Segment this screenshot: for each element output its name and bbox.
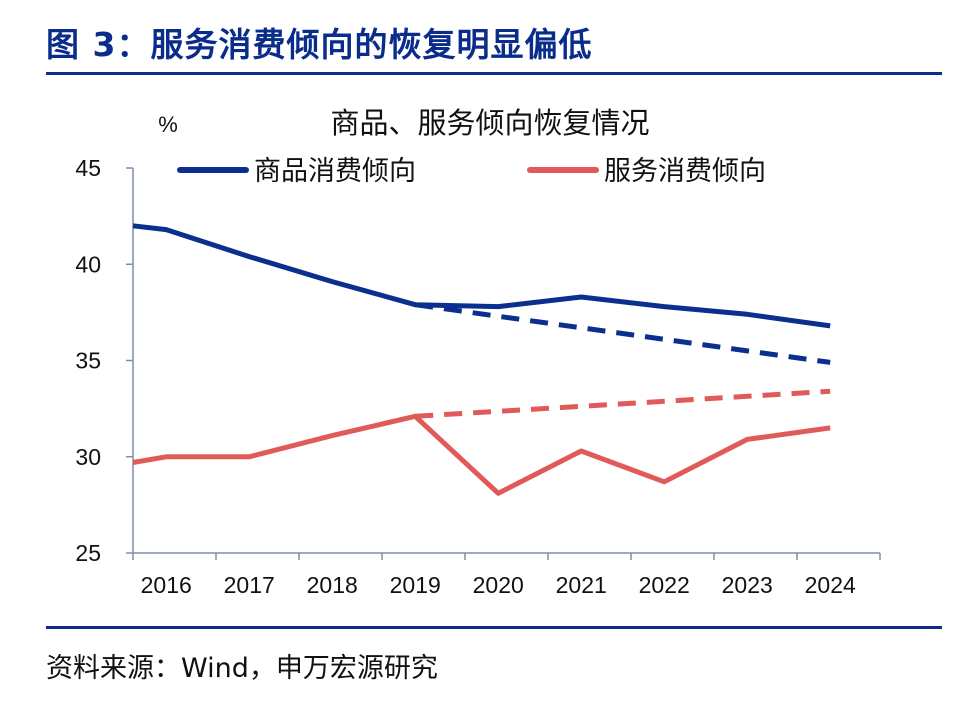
y-axis-unit: %	[158, 112, 178, 137]
x-tick-label: 2017	[224, 572, 275, 598]
source-note: 资料来源：Wind，申万宏源研究	[46, 653, 438, 684]
series-lines	[132, 223, 831, 496]
trend-line-1	[414, 302, 831, 365]
x-tick-label: 2024	[805, 572, 856, 598]
x-tick-label: 2021	[556, 572, 607, 598]
y-tick-label: 30	[75, 444, 101, 470]
y-tick-label: 35	[75, 348, 101, 374]
trend-line-3	[415, 388, 831, 419]
y-tick-label: 25	[75, 540, 101, 566]
series-line-2	[132, 413, 831, 496]
y-tick-label: 40	[75, 251, 101, 277]
chart-title: 商品、服务倾向恢复情况	[330, 107, 649, 140]
y-tick-label: 45	[75, 155, 101, 181]
x-tick-label: 2019	[390, 572, 441, 598]
source-rule	[46, 626, 942, 629]
series-line-0	[132, 223, 831, 329]
x-tick-label: 2016	[141, 572, 192, 598]
figure-title: 图 3：服务消费倾向的恢复明显偏低	[46, 25, 593, 64]
title-rule	[46, 72, 942, 75]
legend-label: 服务消费倾向	[604, 156, 766, 186]
x-tick-labels: 2016 2017 2018 2019 2020 2021 2022 2023 2024	[141, 572, 856, 598]
x-tick-label: 2022	[639, 572, 690, 598]
x-tick-label: 2018	[307, 572, 358, 598]
legend-label: 商品消费倾向	[254, 156, 416, 186]
x-tick-label: 2020	[473, 572, 524, 598]
y-tick-labels: 25 30 35 40 45	[75, 155, 101, 566]
x-tick-label: 2023	[722, 572, 773, 598]
axes	[126, 167, 881, 560]
legend: 商品消费倾向 服务消费倾向	[177, 156, 766, 186]
